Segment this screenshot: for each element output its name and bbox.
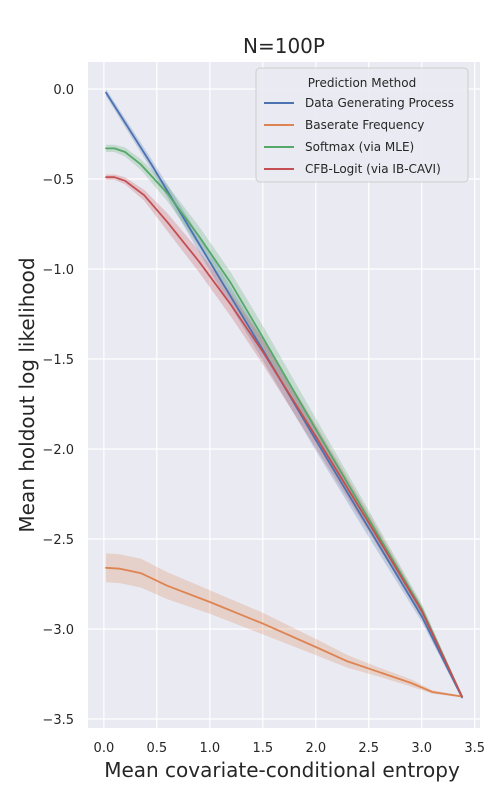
- y-tick-label: −1.5: [42, 353, 74, 368]
- series-line-3: [105, 176, 463, 698]
- legend-label-1: Baserate Frequency: [305, 118, 424, 132]
- y-axis-label: Mean holdout log likelihood: [15, 257, 39, 532]
- x-tick-label: 0.0: [94, 741, 115, 756]
- x-tick-label: 2.0: [305, 741, 326, 756]
- y-tick-labels: 0.0 −0.5 −1.0 −1.5 −2.0 −2.5 −3.0 −3.5: [42, 83, 74, 728]
- y-tick-label: −2.5: [42, 533, 74, 548]
- x-tick-label: 3.5: [464, 741, 485, 756]
- x-tick-label: 2.5: [358, 741, 379, 756]
- legend-label-2: Softmax (via MLE): [305, 140, 414, 154]
- legend-box: [255, 67, 469, 183]
- y-tick-label: 0.0: [53, 83, 74, 98]
- x-tick-label: 0.5: [147, 741, 168, 756]
- y-tick-label: −3.5: [42, 713, 74, 728]
- y-tick-label: −3.0: [42, 623, 74, 638]
- confidence-band-1: [106, 553, 462, 698]
- legend-label-3: CFB-Logit (via IB-CAVI): [305, 162, 441, 176]
- confidence-bands: [106, 89, 462, 700]
- legend-label-0: Data Generating Process: [305, 96, 454, 110]
- chart-title: N=100P: [243, 34, 325, 58]
- x-axis-label: Mean covariate-conditional entropy: [104, 758, 460, 782]
- series-line-1: [105, 566, 463, 698]
- x-tick-label: 1.0: [199, 741, 220, 756]
- series-lines: [105, 91, 463, 699]
- series-line-2: [105, 147, 463, 698]
- confidence-band-0: [106, 89, 462, 700]
- y-tick-label: −2.0: [42, 443, 74, 458]
- y-tick-label: −0.5: [42, 173, 74, 188]
- y-tick-label: −1.0: [42, 263, 74, 278]
- x-tick-label: 3.0: [411, 741, 432, 756]
- legend: Prediction Method Data Generating Proces…: [255, 67, 469, 183]
- x-tick-labels: 0.0 0.5 1.0 1.5 2.0 2.5 3.0 3.5: [94, 741, 485, 756]
- legend-title: Prediction Method: [308, 76, 416, 90]
- legend-items: Data Generating Process Baserate Frequenc…: [264, 96, 454, 176]
- x-tick-label: 1.5: [252, 741, 273, 756]
